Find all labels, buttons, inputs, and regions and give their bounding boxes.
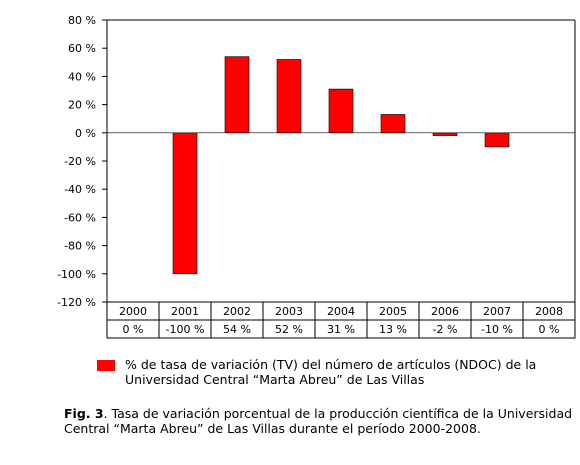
data-value-label: 54 %	[223, 323, 251, 336]
bar-2001	[172, 132, 198, 275]
y-tick-label: 20 %	[68, 99, 96, 112]
data-value-label: -100 %	[166, 323, 205, 336]
data-value-label: 52 %	[275, 323, 303, 336]
y-tick-label: 40 %	[68, 70, 96, 83]
y-tick-label: -80 %	[64, 240, 96, 253]
bar-2002	[224, 56, 250, 134]
legend-text: % de tasa de variación (TV) del número d…	[125, 357, 537, 387]
bar-2005	[380, 114, 406, 134]
bar-chart: 80 % 60 % 40 % 20 % 0 % -20 % -40 % -60 % -80 % -…	[57, 14, 576, 339]
y-tick-label: -40 %	[64, 183, 96, 196]
bars	[172, 56, 510, 275]
bar-2003	[276, 59, 302, 134]
y-tick-label: -100 %	[57, 268, 96, 281]
data-value-label: 13 %	[379, 323, 407, 336]
x-category-label: 2002	[223, 305, 251, 318]
y-tick-label: 0 %	[75, 127, 96, 140]
y-tick-label: -20 %	[64, 155, 96, 168]
x-category-label: 2004	[327, 305, 355, 318]
x-category-label: 2007	[483, 305, 511, 318]
x-category-label: 2005	[379, 305, 407, 318]
x-category-label: 2003	[275, 305, 303, 318]
data-table: 2000 0 % 2001 -100 % 2002 54 % 2003 52 % 2004 31 …	[106, 301, 576, 339]
data-value-label: 0 %	[539, 323, 560, 336]
data-value-label: 31 %	[327, 323, 355, 336]
caption-text: . Tasa de variación porcentual de la pro…	[64, 406, 573, 436]
y-tick-label: -60 %	[64, 211, 96, 224]
x-category-label: 2008	[535, 305, 563, 318]
caption-label: Fig. 3	[64, 406, 104, 421]
bar-2007	[484, 132, 510, 148]
legend-swatch	[97, 360, 115, 371]
chart-frame	[106, 19, 576, 338]
x-category-label: 2006	[431, 305, 459, 318]
y-tick-label: 80 %	[68, 14, 96, 27]
x-category-label: 2000	[119, 305, 147, 318]
data-value-label: 0 %	[123, 323, 144, 336]
y-tick-label: 60 %	[68, 42, 96, 55]
bar-2006	[432, 132, 458, 136]
figure-caption: Fig. 3. Tasa de variación porcentual de …	[64, 406, 574, 436]
x-category-label: 2001	[171, 305, 199, 318]
y-tick-label: -120 %	[57, 296, 96, 309]
bar-2004	[328, 88, 354, 134]
data-value-label: -10 %	[481, 323, 513, 336]
y-axis-ticks: 80 % 60 % 40 % 20 % 0 % -20 % -40 % -60 % -80 % -…	[57, 14, 107, 309]
data-value-label: -2 %	[433, 323, 458, 336]
